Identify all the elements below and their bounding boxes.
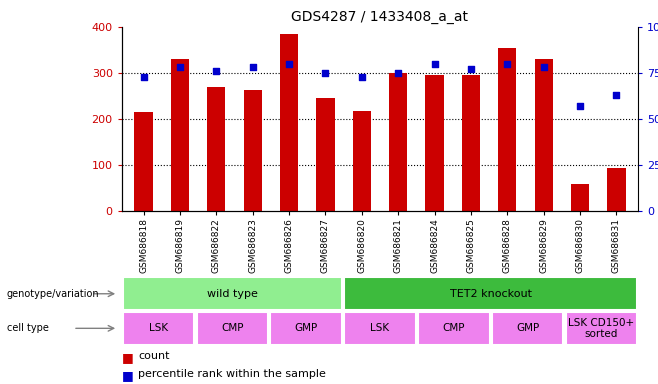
Text: TET2 knockout: TET2 knockout [449,289,532,299]
Point [611,92,622,98]
Bar [171,59,189,211]
Bar [418,312,490,345]
Text: genotype/variation: genotype/variation [7,289,99,299]
Text: CMP: CMP [443,323,465,333]
Point [429,61,440,67]
Text: LSK: LSK [149,323,168,333]
Bar [243,90,262,211]
Text: GMP: GMP [516,323,539,333]
Bar [389,73,407,211]
Bar [316,98,334,211]
Bar [280,34,298,211]
Point [247,65,258,71]
Bar [492,312,563,345]
Bar [353,111,371,211]
Text: percentile rank within the sample: percentile rank within the sample [138,369,326,379]
Bar [498,48,517,211]
Point [575,103,586,109]
Text: wild type: wild type [207,289,258,299]
Text: LSK: LSK [370,323,390,333]
Bar [565,312,637,345]
Bar [207,87,226,211]
Point [174,65,185,71]
Point [211,68,222,74]
Point [502,61,513,67]
Bar [607,168,626,211]
Bar [197,312,268,345]
Bar [270,312,342,345]
Text: count: count [138,351,170,361]
Bar [344,277,637,310]
Bar [534,59,553,211]
Text: cell type: cell type [7,323,49,333]
Text: ■: ■ [122,369,134,382]
Title: GDS4287 / 1433408_a_at: GDS4287 / 1433408_a_at [291,10,468,25]
Point [284,61,294,67]
Bar [123,312,195,345]
Bar [426,75,443,211]
Text: ■: ■ [122,351,134,364]
Bar [462,75,480,211]
Point [393,70,403,76]
Point [320,70,331,76]
Bar [344,312,416,345]
Point [538,65,549,71]
Point [138,74,149,80]
Bar [571,184,589,211]
Text: GMP: GMP [295,323,318,333]
Text: CMP: CMP [221,323,243,333]
Point [357,74,367,80]
Bar [123,277,342,310]
Bar [134,112,153,211]
Point [466,66,476,72]
Text: LSK CD150+
sorted: LSK CD150+ sorted [569,318,634,339]
